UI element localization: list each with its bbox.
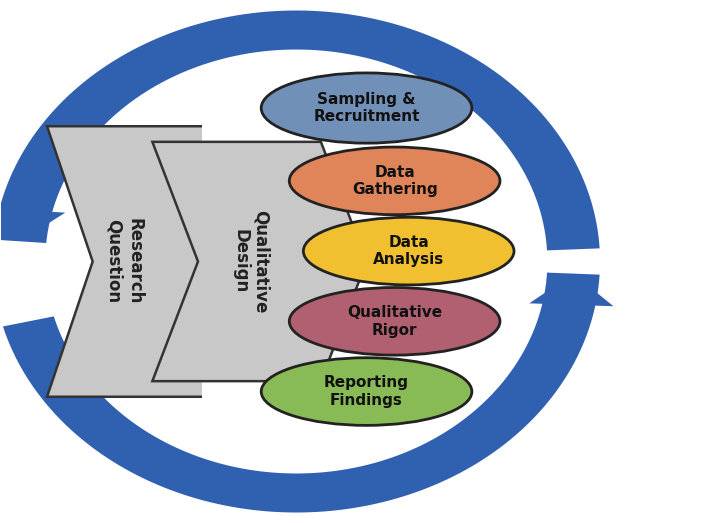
Text: Qualitative
Design: Qualitative Design [231, 210, 270, 313]
Ellipse shape [262, 358, 472, 425]
Text: Reporting
Findings: Reporting Findings [324, 376, 409, 408]
Ellipse shape [289, 147, 500, 214]
Polygon shape [0, 10, 600, 251]
Text: Research
Question: Research Question [105, 218, 144, 305]
Ellipse shape [303, 217, 514, 285]
Ellipse shape [289, 288, 500, 355]
Polygon shape [0, 208, 66, 241]
Polygon shape [3, 272, 600, 513]
Text: Data
Analysis: Data Analysis [373, 235, 444, 267]
Polygon shape [47, 126, 255, 397]
Polygon shape [152, 142, 367, 381]
Ellipse shape [262, 73, 472, 143]
Text: Data
Gathering: Data Gathering [352, 165, 438, 197]
Text: Sampling &
Recruitment: Sampling & Recruitment [313, 92, 419, 124]
Polygon shape [529, 274, 613, 306]
Text: Qualitative
Rigor: Qualitative Rigor [347, 305, 442, 337]
Polygon shape [202, 116, 219, 407]
